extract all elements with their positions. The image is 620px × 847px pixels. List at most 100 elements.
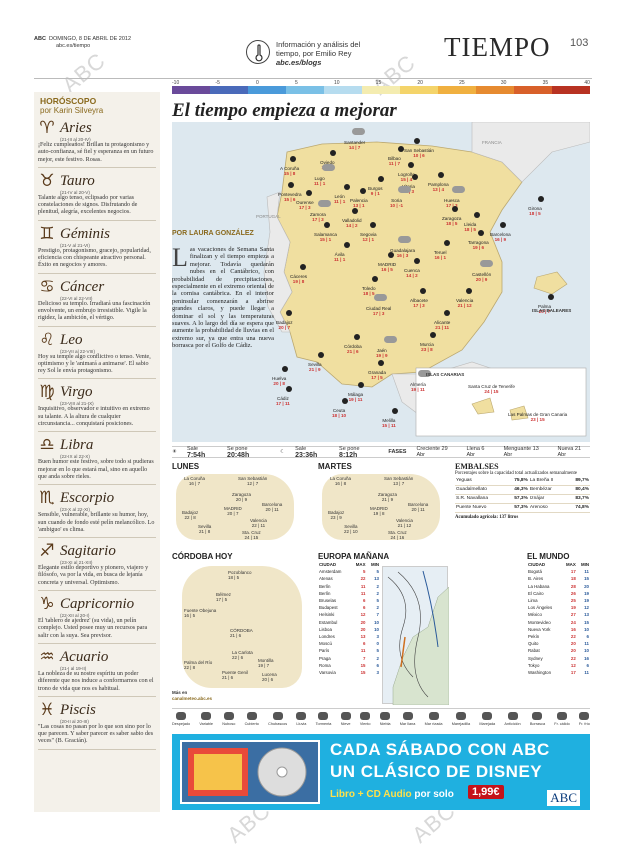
forecast-city: Sevilla 22 | 10	[344, 524, 358, 534]
city-name: Pontevedra	[278, 192, 302, 197]
sun-icon	[450, 204, 460, 214]
city-name: Cádiz	[277, 396, 289, 401]
legend-item: Cubierto	[245, 709, 259, 732]
legend-icon	[428, 712, 439, 720]
city-temp: 16 | 8	[334, 481, 347, 486]
europe-row: Berlín 11 2	[318, 590, 380, 597]
world-row: Quito 20 11	[527, 640, 590, 647]
legend-icon	[402, 712, 413, 720]
city-name: Los Ángeles	[528, 605, 553, 611]
scale-tick-label: 10	[333, 80, 340, 86]
min-temp: 10	[374, 619, 379, 625]
sun-icon	[356, 380, 366, 390]
city-name: Helsinki	[319, 612, 335, 618]
max-temp: 6	[363, 641, 366, 647]
city-name: Bogotá	[528, 569, 542, 575]
sun-icon	[386, 250, 396, 260]
zodiac-acuario-icon: ♒	[39, 646, 55, 667]
disney-ad-banner[interactable]: CADA SÁBADO CON ABC UN CLÁSICO DE DISNEY…	[172, 734, 590, 810]
city-temp: 21 | 9	[381, 497, 394, 502]
sign-text: Prestigio, protagonismo, gracejo, popula…	[38, 247, 151, 269]
legend-icon	[318, 712, 329, 720]
map-city: Ourense 17 | 3	[296, 200, 314, 210]
city-name: Sydney	[528, 655, 543, 661]
forecast-city: MADRID 19 | 8	[370, 506, 388, 516]
reservoir-row: Yeguas 75,8% La Breña II 89,7%	[455, 476, 590, 486]
blog-promo[interactable]: Información y análisis del tiempo, por E…	[246, 40, 396, 74]
europe-col-min: MIN	[370, 562, 379, 567]
city-temp: 22 | 6	[232, 655, 244, 660]
legend-label: Marejada	[479, 722, 496, 726]
city-temp: 12 | 1	[362, 237, 375, 242]
city-temp: 11 | 1	[334, 257, 346, 262]
city-temp: 11 | 1	[334, 199, 346, 204]
city-name: Valencia	[456, 298, 474, 303]
world-row: El Cairo 26 19	[527, 590, 590, 597]
temperature-scale	[172, 86, 590, 94]
min-temp: 2	[376, 583, 379, 589]
map-city: Guadalajara 16 | 3	[390, 248, 415, 258]
moonset-label: Se pone	[339, 445, 360, 452]
min-temp: 3	[376, 670, 379, 676]
city-temp: 18 | 5	[445, 221, 458, 226]
city-name: Praga	[319, 655, 331, 661]
max-temp: 15	[360, 670, 366, 676]
sign-text: Elegante estilo deportivo y pionero, via…	[38, 565, 149, 586]
horoscope-sign: ♈ Aries (21-III al 20-IV) ¡Feliz cumpleaños…	[38, 115, 156, 168]
world-title: EL MUNDO	[527, 552, 570, 561]
scale-tick-label: -10	[172, 80, 180, 86]
min-temp: 5	[376, 648, 379, 654]
city-name: Sevilla	[198, 524, 212, 529]
cordoba-more-url[interactable]: canalmeteo.abc.es	[172, 696, 213, 701]
city-temp: 14 | 2	[346, 223, 358, 228]
sign-header: ♈ Aries	[38, 119, 156, 137]
europe-row: Amsterdam 5 5	[318, 568, 380, 575]
forecast-city: Badajoz 22 | 8	[182, 510, 198, 520]
city-name: Barcelona	[408, 502, 429, 507]
cordoba-city: Montilla 19 | 7	[258, 658, 274, 668]
map-city: Ciudad Real 17 | 3	[366, 306, 391, 316]
city-temp: 21 | 8	[199, 529, 211, 534]
city-name: Murcia	[420, 342, 434, 347]
horoscope-author: por Karin Silveyra	[40, 106, 104, 115]
sign-name: Libra	[60, 437, 94, 454]
zodiac-escorpio-icon: ♏	[39, 488, 55, 509]
horoscope-sign: ♊ Géminis (21-V al 21-VI) Prestigio, protag…	[38, 221, 156, 274]
city-name: Badajoz	[182, 510, 199, 515]
world-col-city: CIUDAD	[528, 562, 546, 567]
city-temp: 17 | 3	[299, 205, 311, 210]
city-name: Almería	[410, 382, 426, 387]
sign-dates: (23-VIII al 21-IX)	[60, 401, 94, 407]
city-temp: 19 | 8	[373, 511, 385, 516]
horoscope-column: HORÓSCOPO por Karin Silveyra ♈ Aries (21-I…	[34, 92, 160, 812]
moonset-time: 8:12h	[339, 451, 358, 459]
horoscope-sign: ♌ Leo (23-VII al 22-VIII) Hoy su temple alg…	[38, 327, 156, 380]
city-temp: 15 | 6	[283, 197, 296, 202]
forecast-city: San Sebastián 12 | 7	[238, 476, 267, 486]
scale-tick-label: -5	[215, 80, 220, 86]
sun-icon	[464, 286, 474, 296]
legend-label: Despejado	[172, 722, 191, 726]
legend-item: Mar llana	[400, 709, 415, 732]
min-temp: 11	[584, 569, 589, 575]
blog-url[interactable]: abc.es/blogs	[276, 58, 322, 67]
city-name: Jaén	[376, 348, 387, 353]
city-name: Ceuta	[332, 408, 346, 413]
city-name: Puente Genil	[222, 670, 249, 675]
sun-icon	[442, 238, 452, 248]
legend-icon	[579, 712, 590, 720]
city-name: Burgos	[368, 186, 383, 191]
legend-item: Nuboso	[222, 709, 235, 732]
europe-row: Moscú 6 0	[318, 640, 380, 647]
sun-icon	[390, 406, 400, 416]
forecast-city: Zaragoza 21 | 9	[378, 492, 397, 502]
sun-icon	[428, 330, 438, 340]
city-temp: 15 | 1	[319, 237, 332, 242]
sign-name: Sagitario	[60, 543, 116, 560]
city-temp: 21 | 6	[347, 349, 359, 354]
city-temp: 20 | 8	[273, 381, 285, 386]
forecast-city: Barcelona 20 | 11	[262, 502, 282, 512]
map-city: Jaén 19 | 9	[376, 348, 388, 358]
city-name: Barcelona	[262, 502, 283, 507]
city-name: Oviedo	[320, 160, 335, 165]
